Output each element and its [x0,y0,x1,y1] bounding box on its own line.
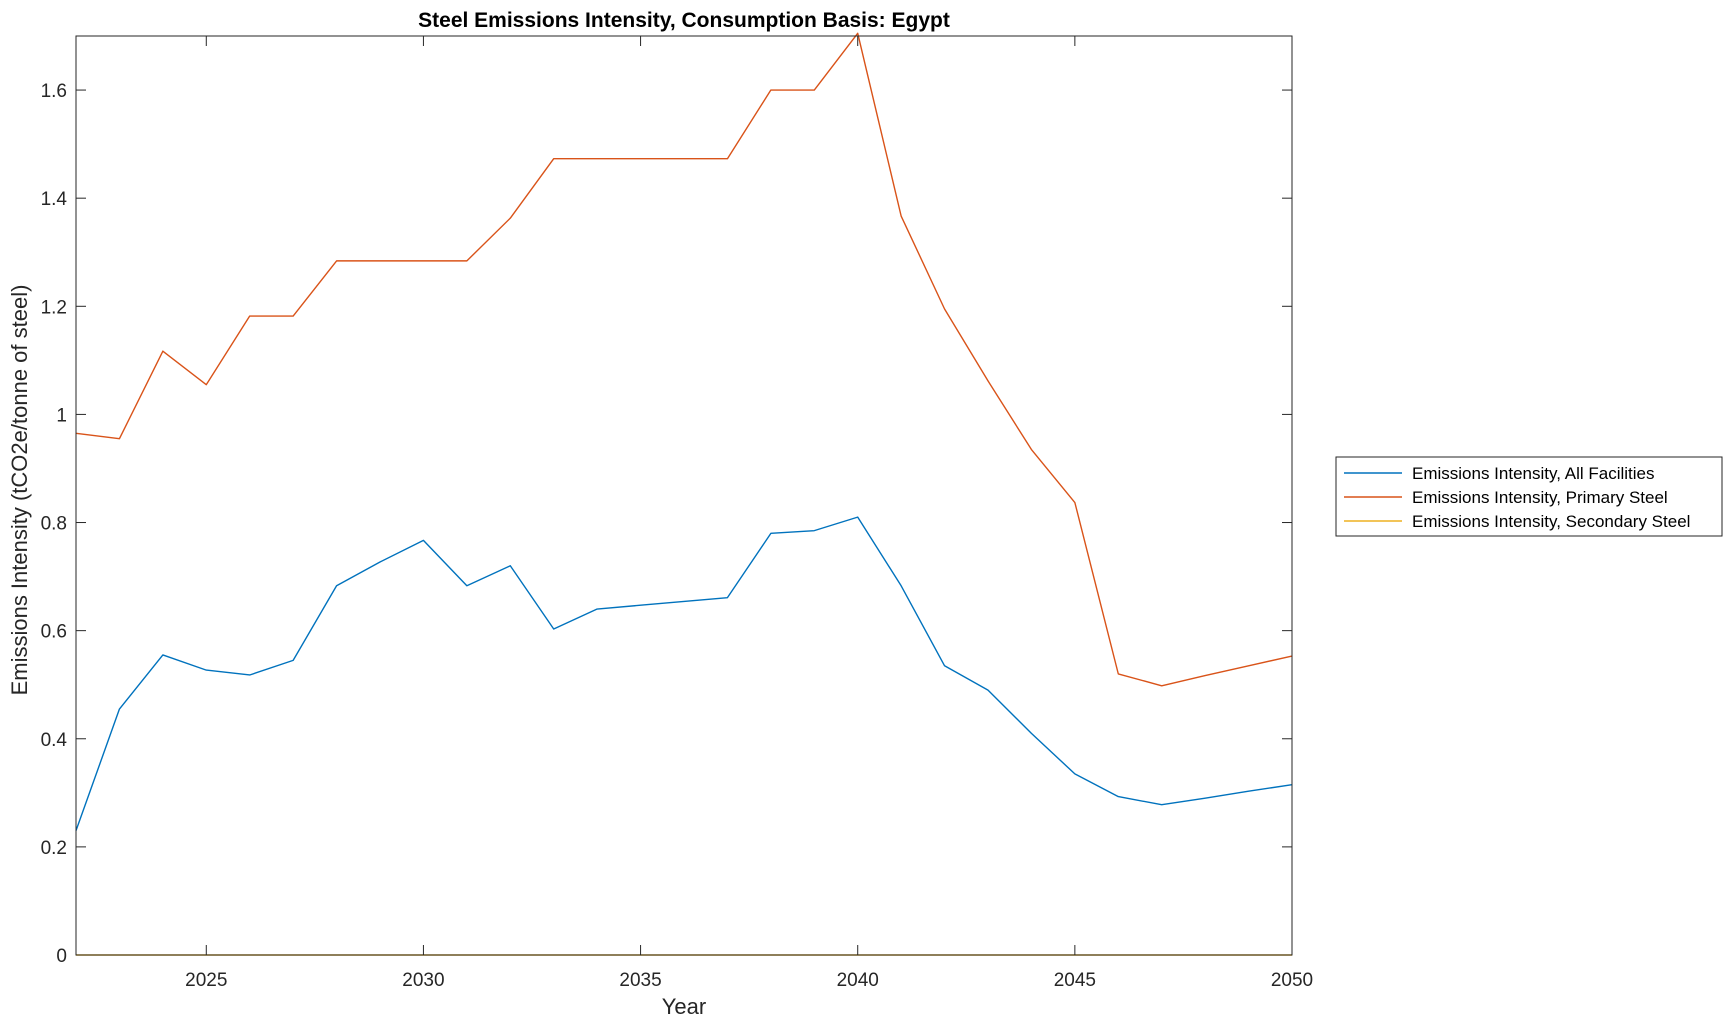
legend: Emissions Intensity, All Facilities Emiss… [1335,456,1723,537]
series-line-2 [75,32,1293,687]
series-layer [75,32,1293,956]
y-tick-label: 1.6 [41,81,67,102]
y-tick-label: 0.2 [41,838,67,859]
y-tick-label: 0 [56,946,67,967]
legend-label-2: Emissions Intensity, Primary Steel [1412,488,1668,507]
plot-area-frame [75,35,1293,956]
y-tick-label: 1 [56,405,67,426]
legend-label-1: Emissions Intensity, All Facilities [1412,464,1654,483]
x-tick-label: 2030 [402,970,444,991]
x-tick-label: 2045 [1054,970,1096,991]
chart-title: Steel Emissions Intensity, Consumption B… [418,9,950,32]
y-axis-title: Emissions Intensity (tCO2e/tonne of stee… [7,285,32,696]
legend-label-3: Emissions Intensity, Secondary Steel [1412,512,1690,531]
x-tick-label: 2035 [619,970,661,991]
y-tick-label: 1.2 [41,297,67,318]
y-tick-label: 1.4 [41,189,68,210]
y-tick-label: 0.6 [41,622,67,643]
y-tick-label: 0.8 [41,514,67,535]
axes-layer: 2025 2030 2035 2040 2045 2050 0 0.2 0.4 0.6 0.8 1 1.… [41,35,1313,991]
x-axis-title: Year [662,994,706,1019]
x-tick-label: 2050 [1271,970,1313,991]
y-tick-label: 0.4 [41,730,68,751]
series-line-1 [75,516,1293,831]
x-tick-label: 2025 [185,970,227,991]
x-tick-label: 2040 [837,970,879,991]
